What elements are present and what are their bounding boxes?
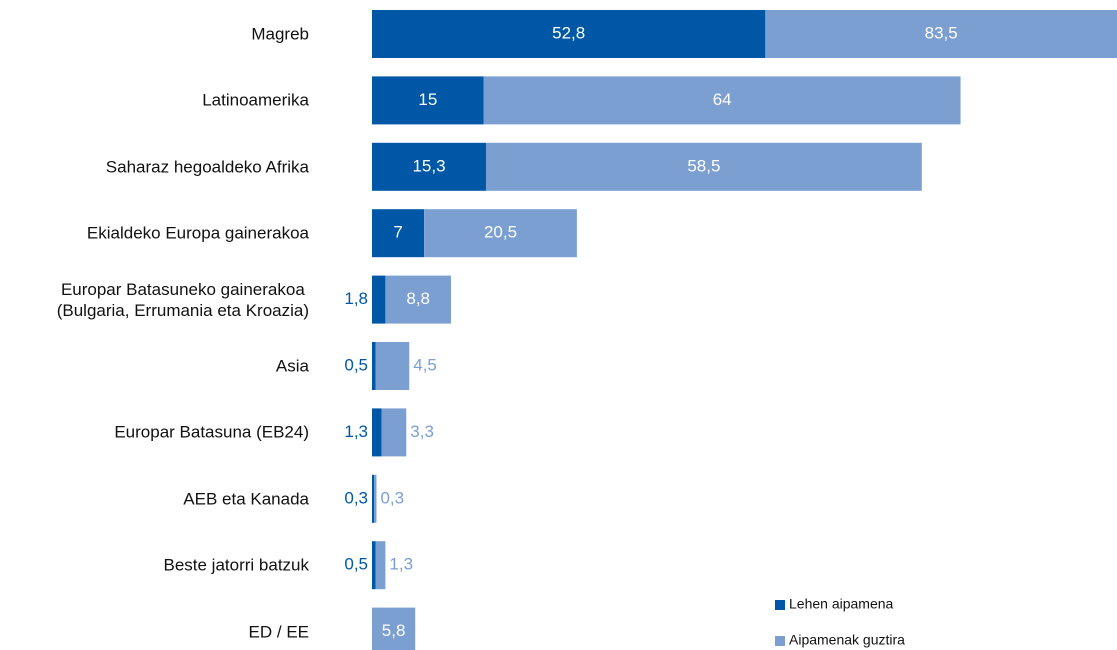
legend-label: Lehen aipamena bbox=[789, 596, 894, 612]
value-label: 0,3 bbox=[380, 488, 404, 507]
legend-swatch bbox=[775, 600, 785, 610]
value-label: 7 bbox=[393, 223, 402, 242]
value-label: 1,3 bbox=[389, 555, 413, 574]
value-label: 15,3 bbox=[412, 156, 445, 175]
legend-label: Aipamenak guztira bbox=[789, 632, 905, 648]
bar-segment bbox=[372, 275, 386, 324]
bar-segment bbox=[375, 541, 386, 590]
category-label: Asia bbox=[275, 356, 309, 376]
value-label: 52,8 bbox=[552, 23, 585, 42]
bar-segment bbox=[765, 10, 1117, 58]
bar-segment bbox=[385, 275, 451, 324]
value-label: 1,3 bbox=[344, 422, 368, 441]
bar-segment bbox=[485, 142, 922, 191]
bar-segment bbox=[372, 142, 486, 191]
value-label: 83,5 bbox=[925, 23, 958, 42]
value-label: 15 bbox=[418, 90, 437, 109]
category-label: ED / EE bbox=[248, 622, 309, 642]
category-label: Magreb bbox=[251, 24, 309, 44]
bar-segment bbox=[374, 474, 377, 523]
bar-segment bbox=[483, 76, 961, 125]
value-label: 20,5 bbox=[484, 223, 517, 242]
category-label: Saharaz hegoaldeko Afrika bbox=[105, 157, 309, 177]
bar-segment bbox=[381, 408, 407, 457]
value-label: 0,3 bbox=[344, 488, 368, 507]
value-label: 5,8 bbox=[382, 621, 406, 640]
value-label: 8,8 bbox=[406, 289, 430, 308]
value-label: 1,8 bbox=[344, 289, 368, 308]
value-label: 4,5 bbox=[413, 355, 437, 374]
bar-segment bbox=[372, 541, 376, 590]
category-label: Europar Batasuna (EB24) bbox=[114, 422, 309, 442]
value-label: 3,3 bbox=[410, 422, 434, 441]
bar-segment bbox=[372, 342, 376, 390]
value-label: 64 bbox=[713, 90, 732, 109]
bar-segment bbox=[372, 474, 375, 523]
category-label: Latinoamerika bbox=[202, 90, 309, 110]
category-label: Ekialdeko Europa gainerakoa bbox=[86, 223, 309, 243]
value-label: 0,5 bbox=[344, 555, 368, 574]
category-label: Europar Batasuneko gainerakoa (Bulgaria,… bbox=[56, 279, 309, 320]
value-label: 0,5 bbox=[344, 355, 368, 374]
category-label: Beste jatorri batzuk bbox=[163, 555, 309, 575]
bar-segment bbox=[375, 342, 410, 390]
value-label: 58,5 bbox=[687, 156, 720, 175]
legend-swatch bbox=[775, 636, 785, 646]
bar-segment bbox=[424, 209, 577, 258]
category-label: AEB eta Kanada bbox=[183, 489, 309, 509]
bar-segment bbox=[372, 76, 484, 125]
bar-segment bbox=[372, 607, 416, 650]
bar-segment bbox=[372, 10, 766, 58]
bar-segment bbox=[372, 408, 382, 457]
bar-segment bbox=[372, 209, 425, 258]
